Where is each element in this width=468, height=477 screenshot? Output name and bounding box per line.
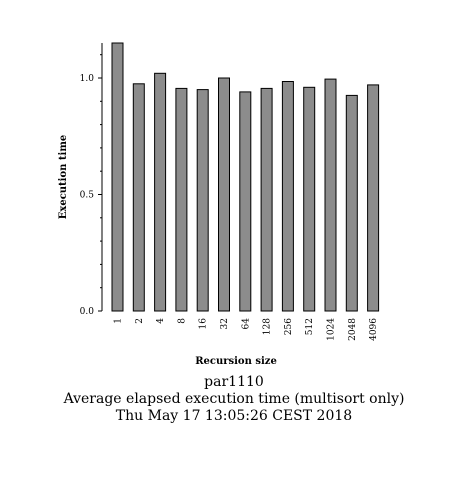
bar-1024 [324,78,337,312]
bar-2048 [345,94,358,312]
bar-256 [281,81,294,312]
x-tick-label: 8 [177,318,187,324]
bar-2 [132,83,145,312]
x-tick-label: 1024 [327,318,337,341]
y-ticks-group: 0.0 0.5 1.0 [80,54,102,317]
x-tick-label: 2048 [348,318,358,341]
bar-1 [111,42,124,312]
caption-title: par1110 [204,374,264,390]
y-axis-label: Execution time [58,135,69,220]
x-tick-labels-group: 1 2 4 8 16 32 64 128 256 512 1024 2048 4096 [114,318,380,341]
caption-timestamp: Thu May 17 13:05:26 CEST 2018 [115,408,353,424]
x-tick-label: 4096 [369,318,379,341]
caption-subtitle: Average elapsed execution time (multisor… [63,391,405,407]
y-tick-label: 1.0 [80,74,95,84]
bar-4096 [367,84,380,312]
x-tick-label: 1 [114,318,124,324]
y-tick-label: 0.0 [80,307,95,317]
bar-512 [303,86,316,312]
x-tick-label: 256 [284,318,294,335]
x-tick-label: 16 [199,318,209,330]
bar-chart: 0.0 0.5 1.0 1 2 4 8 16 32 64 128 256 512 1024 2048 409… [58,42,380,367]
x-tick-label: 64 [241,318,251,330]
bar-4 [154,72,167,312]
x-tick-label: 128 [263,318,273,335]
bar-64 [239,91,252,312]
bar-32 [218,77,230,312]
x-axis-label: Recursion size [195,356,277,367]
bar-16 [196,89,209,312]
x-tick-label: 32 [220,318,230,329]
y-tick-label: 0.5 [80,191,95,201]
x-tick-label: 4 [156,318,166,324]
bar-128 [260,87,273,312]
bar-8 [175,87,188,312]
bars-group [111,42,380,312]
x-tick-label: 512 [305,318,315,335]
x-tick-label: 2 [135,318,145,324]
